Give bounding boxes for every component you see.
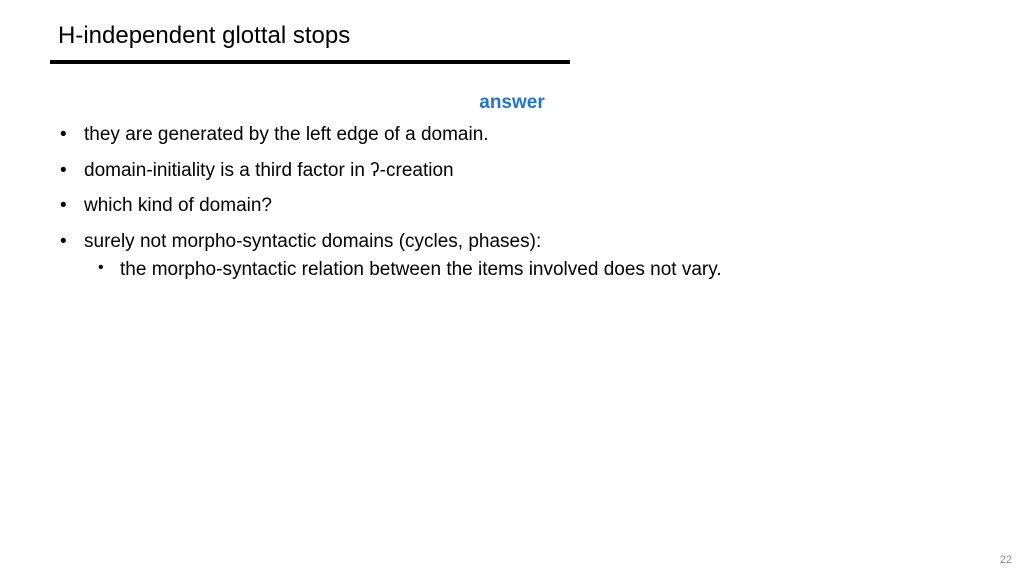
title-underline: [50, 60, 570, 64]
slide-title: H-independent glottal stops: [58, 22, 974, 50]
list-item-text: surely not morpho-syntactic domains (cyc…: [84, 231, 541, 252]
sub-bullet-list: the morpho-syntactic relation between th…: [84, 257, 974, 283]
slide: H-independent glottal stops answer they …: [0, 0, 1024, 576]
answer-heading: answer: [102, 92, 922, 114]
list-item: they are generated by the left edge of a…: [50, 122, 974, 148]
list-item: the morpho-syntactic relation between th…: [84, 257, 974, 283]
list-item: domain-initiality is a third factor in ʔ…: [50, 158, 974, 184]
list-item: surely not morpho-syntactic domains (cyc…: [50, 229, 974, 282]
list-item: which kind of domain?: [50, 193, 974, 219]
page-number: 22: [1000, 554, 1012, 566]
bullet-list: they are generated by the left edge of a…: [50, 122, 974, 282]
